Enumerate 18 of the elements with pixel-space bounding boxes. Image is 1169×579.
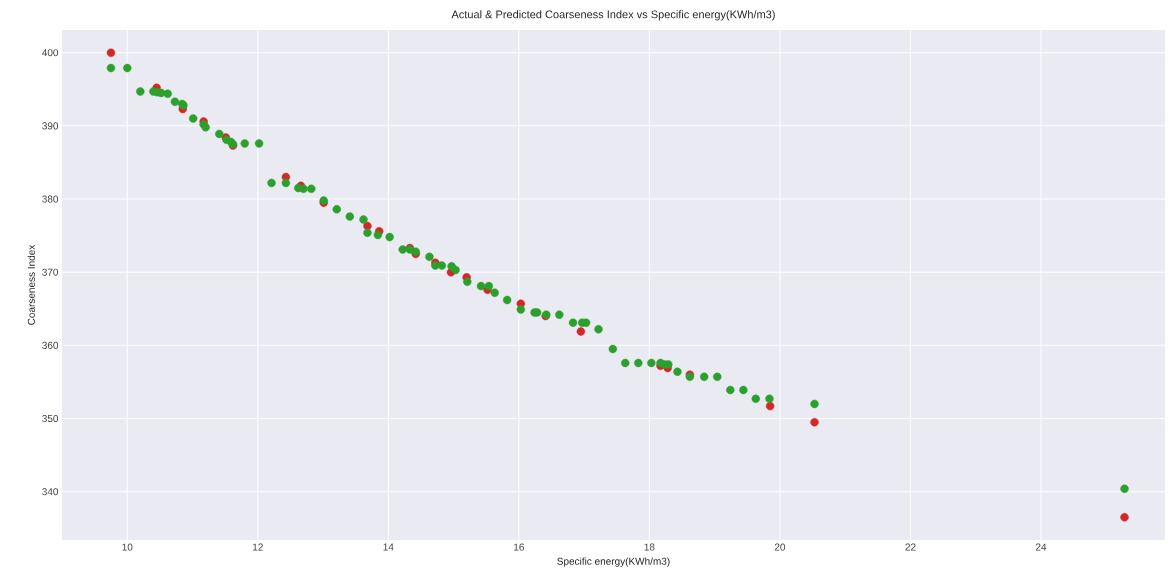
x-tick-label: 12 <box>253 543 263 551</box>
y-axis-title: Coarseness Index <box>27 244 35 325</box>
x-tick-label: 20 <box>774 543 786 551</box>
chart-title: Actual & Predicted Coarseness Index vs Specific energy(KWh/m3) <box>451 10 775 21</box>
x-tick-label: 10 <box>122 543 133 551</box>
y-tick-label: 380 <box>42 195 59 203</box>
x-tick-label: 14 <box>383 543 394 551</box>
y-tick-label: 350 <box>42 415 59 423</box>
x-tick-label: 18 <box>644 543 655 551</box>
y-tick-label: 400 <box>42 49 59 57</box>
y-tick-label: 340 <box>42 488 59 496</box>
x-tick-label: 24 <box>1035 543 1047 551</box>
y-tick-label: 370 <box>42 268 59 276</box>
y-tick-label: 360 <box>42 341 59 349</box>
x-tick-label: 16 <box>514 543 524 551</box>
x-tick-label: 22 <box>905 543 916 551</box>
y-tick-label: 390 <box>42 122 59 130</box>
x-axis-title: Specific energy(KWh/m3) <box>557 557 670 567</box>
